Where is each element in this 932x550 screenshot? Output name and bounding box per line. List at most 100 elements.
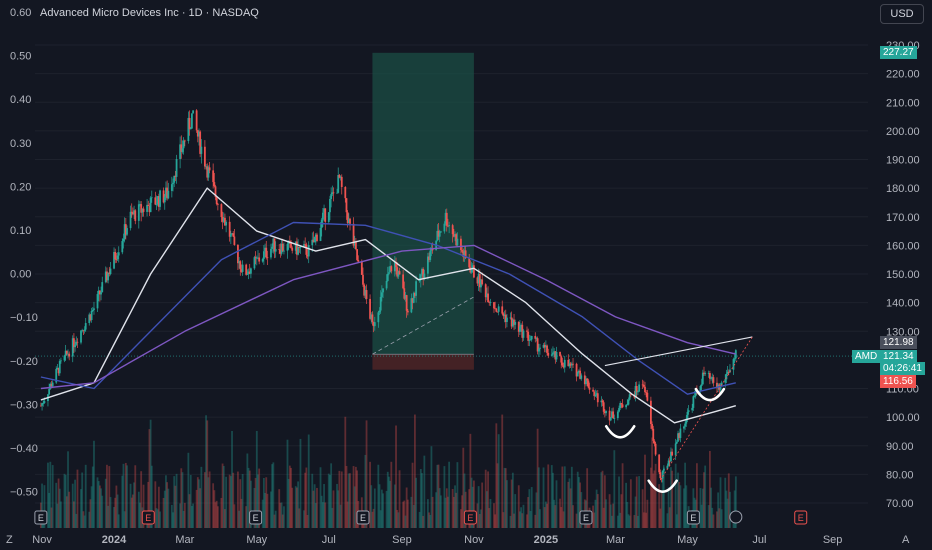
volume-bar	[253, 487, 256, 528]
candle-body	[403, 288, 406, 299]
candle-body	[585, 378, 587, 385]
volume-bar	[718, 508, 721, 528]
candle-body	[126, 228, 128, 235]
volume-bar	[203, 472, 206, 528]
volume-bar	[370, 485, 373, 528]
candle-body	[539, 347, 541, 349]
volume-bar	[464, 491, 467, 528]
candle-body	[237, 244, 239, 264]
volume-bar	[612, 503, 615, 528]
candle-body	[480, 279, 482, 288]
candle-body	[443, 223, 446, 232]
volume-bar	[245, 506, 248, 528]
candle-body	[671, 451, 674, 456]
candle-body	[726, 371, 729, 374]
volume-bar	[380, 489, 383, 528]
candle-body	[73, 338, 75, 348]
volume-bar	[278, 489, 281, 528]
volume-bar	[652, 473, 655, 528]
candle-body	[339, 176, 342, 178]
candle-body	[646, 392, 649, 401]
candle-body	[67, 353, 69, 355]
candle-body	[567, 359, 570, 367]
volume-bar	[344, 416, 347, 528]
candle-body	[503, 314, 506, 317]
volume-bar	[462, 447, 465, 528]
volume-bar	[463, 473, 466, 528]
volume-bar	[200, 466, 203, 528]
volume-bar	[183, 502, 186, 528]
volume-bar	[175, 473, 178, 528]
volume-bar	[477, 486, 480, 528]
candle-body	[542, 345, 545, 348]
candle-body	[187, 117, 190, 142]
candle-body	[637, 391, 639, 393]
volume-bar	[460, 509, 462, 528]
volume-bar	[286, 439, 289, 528]
volume-bar	[189, 474, 192, 528]
candle-body	[534, 335, 537, 339]
volume-bar	[205, 415, 207, 528]
candle-body	[214, 186, 217, 197]
volume-bar	[484, 469, 487, 528]
volume-bar	[426, 499, 429, 528]
volume-bar	[349, 473, 351, 528]
candle-body	[609, 417, 612, 421]
volume-bar	[677, 472, 679, 528]
candle-body	[652, 428, 655, 441]
candle-body	[221, 217, 224, 222]
candle-body	[195, 110, 198, 131]
candle-body	[386, 273, 389, 281]
volume-bar	[600, 472, 603, 528]
volume-bar	[438, 488, 441, 528]
annotations	[604, 336, 753, 493]
volume-bar	[56, 503, 59, 528]
volume-bar	[678, 482, 681, 528]
volume-bar	[195, 489, 198, 528]
target-price-label: 227.27	[880, 46, 917, 59]
volume-bar	[704, 465, 707, 528]
volume-bar	[670, 467, 672, 528]
candle-body	[675, 441, 678, 444]
candle-body	[137, 204, 140, 221]
candle-body	[608, 410, 611, 421]
left-axis-tick: 0.10	[10, 225, 31, 237]
upper-price-label: 121.98	[880, 336, 917, 349]
volume-bar	[553, 499, 556, 528]
candle-body	[114, 251, 117, 260]
candle-body	[439, 231, 442, 233]
volume-bar	[174, 485, 177, 528]
volume-bar	[149, 419, 152, 528]
candle-body	[371, 314, 374, 323]
volume-bar	[299, 438, 302, 528]
candle-body	[377, 312, 380, 323]
bottom-axis-tick: Jul	[752, 534, 766, 546]
volume-bar	[563, 466, 566, 528]
right-axis-tick: 180.00	[886, 183, 920, 195]
volume-bar	[544, 501, 547, 528]
volume-bar	[642, 512, 645, 528]
volume-bar	[311, 473, 314, 528]
candle-body	[627, 399, 630, 405]
volume-bar	[520, 507, 523, 528]
candle-body	[547, 352, 550, 356]
volume-bar	[91, 466, 94, 528]
currency-button[interactable]: USD	[880, 4, 924, 24]
volume-bar	[207, 477, 210, 528]
candle-body	[357, 259, 360, 262]
volume-bar	[222, 465, 225, 528]
candle-body	[344, 187, 347, 199]
candle-body	[653, 440, 656, 444]
volume-bar	[496, 463, 499, 528]
volume-bar	[626, 501, 629, 528]
candle-body	[352, 223, 355, 246]
candle-body	[677, 433, 679, 442]
volume-bar	[443, 466, 446, 528]
bottom-axis-tick: Mar	[175, 534, 194, 546]
candle-body	[732, 359, 735, 370]
candle-body	[117, 252, 120, 256]
volume-bar	[529, 511, 532, 528]
volume-bar	[535, 492, 538, 528]
candle-body	[629, 394, 632, 396]
